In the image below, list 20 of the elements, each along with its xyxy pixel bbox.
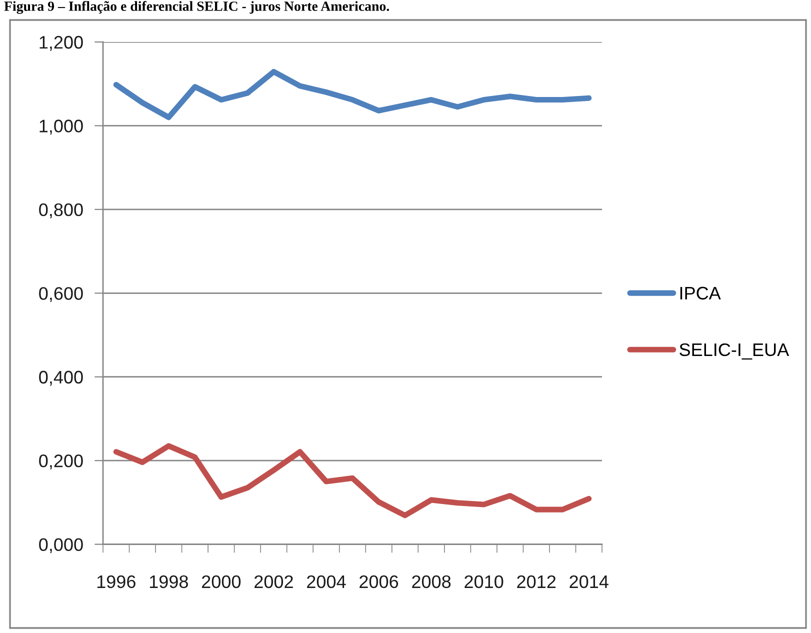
x-tick-label: 2014	[570, 575, 608, 588]
legend-label: IPCA	[680, 286, 721, 300]
chart-title: Figura 9 – Inflação e diferencial SELIC - juros Norte Americano.	[4, 1, 390, 14]
y-tick-label: 0,200	[39, 454, 83, 470]
x-tick-label: 2000	[202, 575, 241, 588]
x-tick-label: 2002	[254, 575, 293, 588]
x-tick-label: 2008	[412, 575, 451, 588]
x-tick-label: 2010	[464, 575, 504, 588]
y-tick-label: 0,800	[39, 203, 83, 218]
x-tick-label: 2006	[360, 575, 398, 588]
y-tick-label: 0,600	[39, 287, 83, 302]
x-tick-label: 2012	[517, 575, 556, 588]
y-tick-label: 1,000	[40, 120, 83, 135]
y-tick-label: 0,400	[39, 370, 83, 386]
y-tick-label: 1,200	[40, 36, 83, 51]
legend-label: SELIC-I_EUA	[680, 343, 790, 360]
x-tick-label: 2004	[307, 575, 346, 588]
x-tick-label: 1996	[97, 575, 136, 588]
y-tick-label: 0,000	[39, 538, 83, 554]
x-tick-label: 1998	[150, 575, 188, 588]
